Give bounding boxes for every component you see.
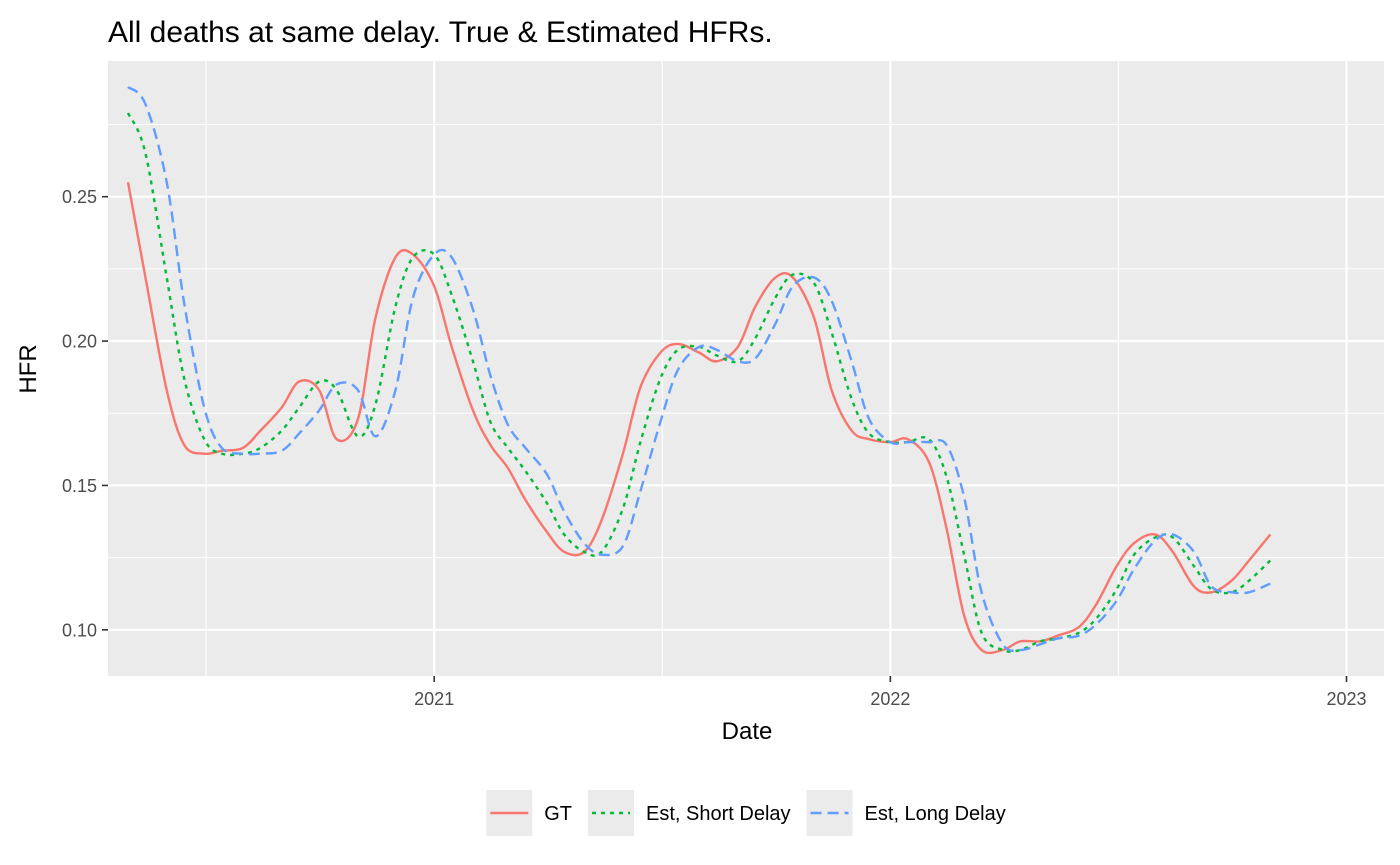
minor-gridlines [108,61,1384,676]
legend-key-est-short-delay [588,790,635,836]
legend-label-est-long-delay: Est, Long Delay [865,803,1006,825]
y-tick-label: 0.10 [62,620,97,640]
axis-ticks [102,195,1348,682]
chart-title: All deaths at same delay. True & Estimat… [108,16,773,49]
legend-key-est-long-delay [806,790,853,836]
legend-label-est-short-delay: Est, Short Delay [646,803,791,825]
series-line-gt [126,182,1272,655]
x-tick-label: 2022 [870,689,910,709]
series-lines [126,86,1272,655]
legend-key-gt [486,790,533,836]
y-axis-title: HFR [15,344,42,393]
legend-label-gt: GT [544,803,572,825]
y-axis-tick-labels: 0.10 0.15 0.20 0.25 [62,187,97,640]
legend: GT Est, Short Delay Est, Long Delay [486,790,1006,836]
major-gridlines [108,61,1384,676]
x-axis-tick-labels: 2021 2022 2023 [414,689,1366,709]
x-axis-title: Date [722,718,773,745]
x-tick-label: 2021 [414,689,454,709]
y-tick-label: 0.25 [62,187,97,207]
y-tick-label: 0.15 [62,476,97,496]
x-tick-label: 2023 [1326,689,1366,709]
y-tick-label: 0.20 [62,332,97,352]
plot-panel [108,61,1384,676]
series-line-est-long-delay [127,86,1271,652]
